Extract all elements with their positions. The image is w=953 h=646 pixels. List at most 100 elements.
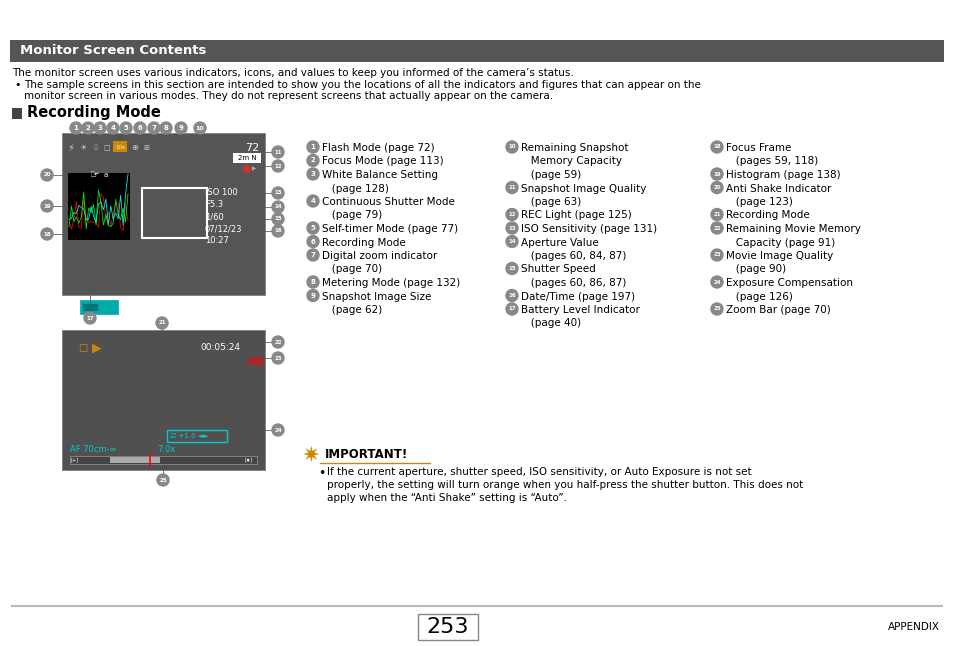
Text: (page 123): (page 123) <box>725 197 792 207</box>
Text: apply when the “Anti Shake” setting is “Auto”.: apply when the “Anti Shake” setting is “… <box>327 493 566 503</box>
Text: □: □ <box>103 145 110 151</box>
Text: (page 90): (page 90) <box>725 264 785 275</box>
Text: ⊞: ⊞ <box>143 145 149 151</box>
Circle shape <box>505 182 517 194</box>
Text: ISO 100: ISO 100 <box>205 188 237 197</box>
Text: Zoom Bar (page 70): Zoom Bar (page 70) <box>725 305 830 315</box>
Text: Aperture Value: Aperture Value <box>520 238 598 247</box>
Text: 1/60: 1/60 <box>205 212 224 221</box>
Text: 16: 16 <box>508 293 516 298</box>
Text: Flash Mode (page 72): Flash Mode (page 72) <box>322 143 435 153</box>
Text: (page 126): (page 126) <box>725 291 792 302</box>
FancyBboxPatch shape <box>80 300 118 314</box>
Text: 22: 22 <box>274 340 281 344</box>
Text: a: a <box>104 172 108 178</box>
Text: 12: 12 <box>274 163 281 169</box>
Text: Battery Level Indicator: Battery Level Indicator <box>520 305 639 315</box>
Text: 9: 9 <box>178 125 183 131</box>
Text: 24: 24 <box>713 280 720 284</box>
Circle shape <box>84 312 96 324</box>
FancyBboxPatch shape <box>417 614 477 640</box>
Circle shape <box>307 154 318 167</box>
Circle shape <box>307 141 318 153</box>
Circle shape <box>505 303 517 315</box>
Text: ▶: ▶ <box>252 167 256 171</box>
Circle shape <box>710 276 722 288</box>
FancyBboxPatch shape <box>233 153 261 163</box>
Text: Anti Shake Indicator: Anti Shake Indicator <box>725 183 830 194</box>
Circle shape <box>710 222 722 234</box>
Text: 2m N: 2m N <box>237 155 256 161</box>
Text: White Balance Setting: White Balance Setting <box>322 170 437 180</box>
Text: 7.0x: 7.0x <box>157 445 175 454</box>
Text: □: □ <box>78 343 87 353</box>
Text: monitor screen in various modes. They do not represent screens that actually app: monitor screen in various modes. They do… <box>24 91 553 101</box>
Text: [♦]: [♦] <box>245 457 253 463</box>
Text: Snapshot Image Size: Snapshot Image Size <box>322 291 431 302</box>
Text: •: • <box>317 467 325 480</box>
Text: 13: 13 <box>274 191 281 196</box>
Text: 11: 11 <box>508 185 516 190</box>
FancyBboxPatch shape <box>110 457 160 463</box>
Text: 6: 6 <box>311 238 315 244</box>
Circle shape <box>193 122 206 134</box>
Circle shape <box>710 168 722 180</box>
Text: (pages 59, 118): (pages 59, 118) <box>725 156 818 167</box>
Text: ▶: ▶ <box>91 342 102 355</box>
Text: 22: 22 <box>713 225 720 231</box>
FancyBboxPatch shape <box>10 40 943 62</box>
Text: (page 40): (page 40) <box>520 318 580 329</box>
Text: 17: 17 <box>86 315 93 320</box>
Text: 2: 2 <box>86 125 91 131</box>
Text: (page 59): (page 59) <box>520 170 580 180</box>
FancyBboxPatch shape <box>112 141 127 152</box>
FancyBboxPatch shape <box>62 330 265 470</box>
Text: Recording Mode: Recording Mode <box>725 211 809 220</box>
Text: Movie Image Quality: Movie Image Quality <box>725 251 832 261</box>
Text: •: • <box>14 80 20 90</box>
Text: IMPORTANT!: IMPORTANT! <box>325 448 408 461</box>
Circle shape <box>120 122 132 134</box>
Text: (page 62): (page 62) <box>322 305 382 315</box>
FancyBboxPatch shape <box>62 133 265 295</box>
Text: 14: 14 <box>508 239 516 244</box>
Text: ☑ +1.0 ◄►: ☑ +1.0 ◄► <box>170 433 209 439</box>
Text: ISO Sensitivity (page 131): ISO Sensitivity (page 131) <box>520 224 657 234</box>
Circle shape <box>710 303 722 315</box>
Text: Self-timer Mode (page 77): Self-timer Mode (page 77) <box>322 224 457 234</box>
Circle shape <box>307 236 318 247</box>
Text: 2: 2 <box>311 158 315 163</box>
Circle shape <box>272 201 284 213</box>
Text: 16: 16 <box>274 229 281 233</box>
Text: 25: 25 <box>713 306 720 311</box>
Text: 10: 10 <box>195 125 204 130</box>
Text: 23: 23 <box>274 355 281 360</box>
Circle shape <box>272 225 284 237</box>
Text: Shutter Speed: Shutter Speed <box>520 264 595 275</box>
Text: 72: 72 <box>245 143 259 153</box>
FancyBboxPatch shape <box>12 108 22 119</box>
FancyBboxPatch shape <box>70 456 256 464</box>
Text: Exposure Compensation: Exposure Compensation <box>725 278 852 288</box>
Text: The sample screens in this section are intended to show you the locations of all: The sample screens in this section are i… <box>24 80 700 90</box>
Circle shape <box>710 249 722 261</box>
Circle shape <box>272 146 284 158</box>
Text: 18: 18 <box>713 145 720 149</box>
Text: 5: 5 <box>124 125 129 131</box>
Text: (page 63): (page 63) <box>520 197 580 207</box>
Text: 1: 1 <box>311 144 315 150</box>
Text: Capacity (page 91): Capacity (page 91) <box>725 238 835 247</box>
FancyBboxPatch shape <box>67 172 130 240</box>
Text: 24: 24 <box>274 428 281 433</box>
Circle shape <box>307 276 318 288</box>
Text: 7: 7 <box>311 252 315 258</box>
Circle shape <box>174 122 187 134</box>
Text: (page 128): (page 128) <box>322 183 389 194</box>
Text: 9: 9 <box>311 293 315 298</box>
Circle shape <box>160 122 172 134</box>
Text: 25: 25 <box>159 477 167 483</box>
Circle shape <box>133 122 146 134</box>
Text: 4: 4 <box>111 125 115 131</box>
Text: Continuous Shutter Mode: Continuous Shutter Mode <box>322 197 455 207</box>
Text: ☃: ☃ <box>91 143 98 152</box>
